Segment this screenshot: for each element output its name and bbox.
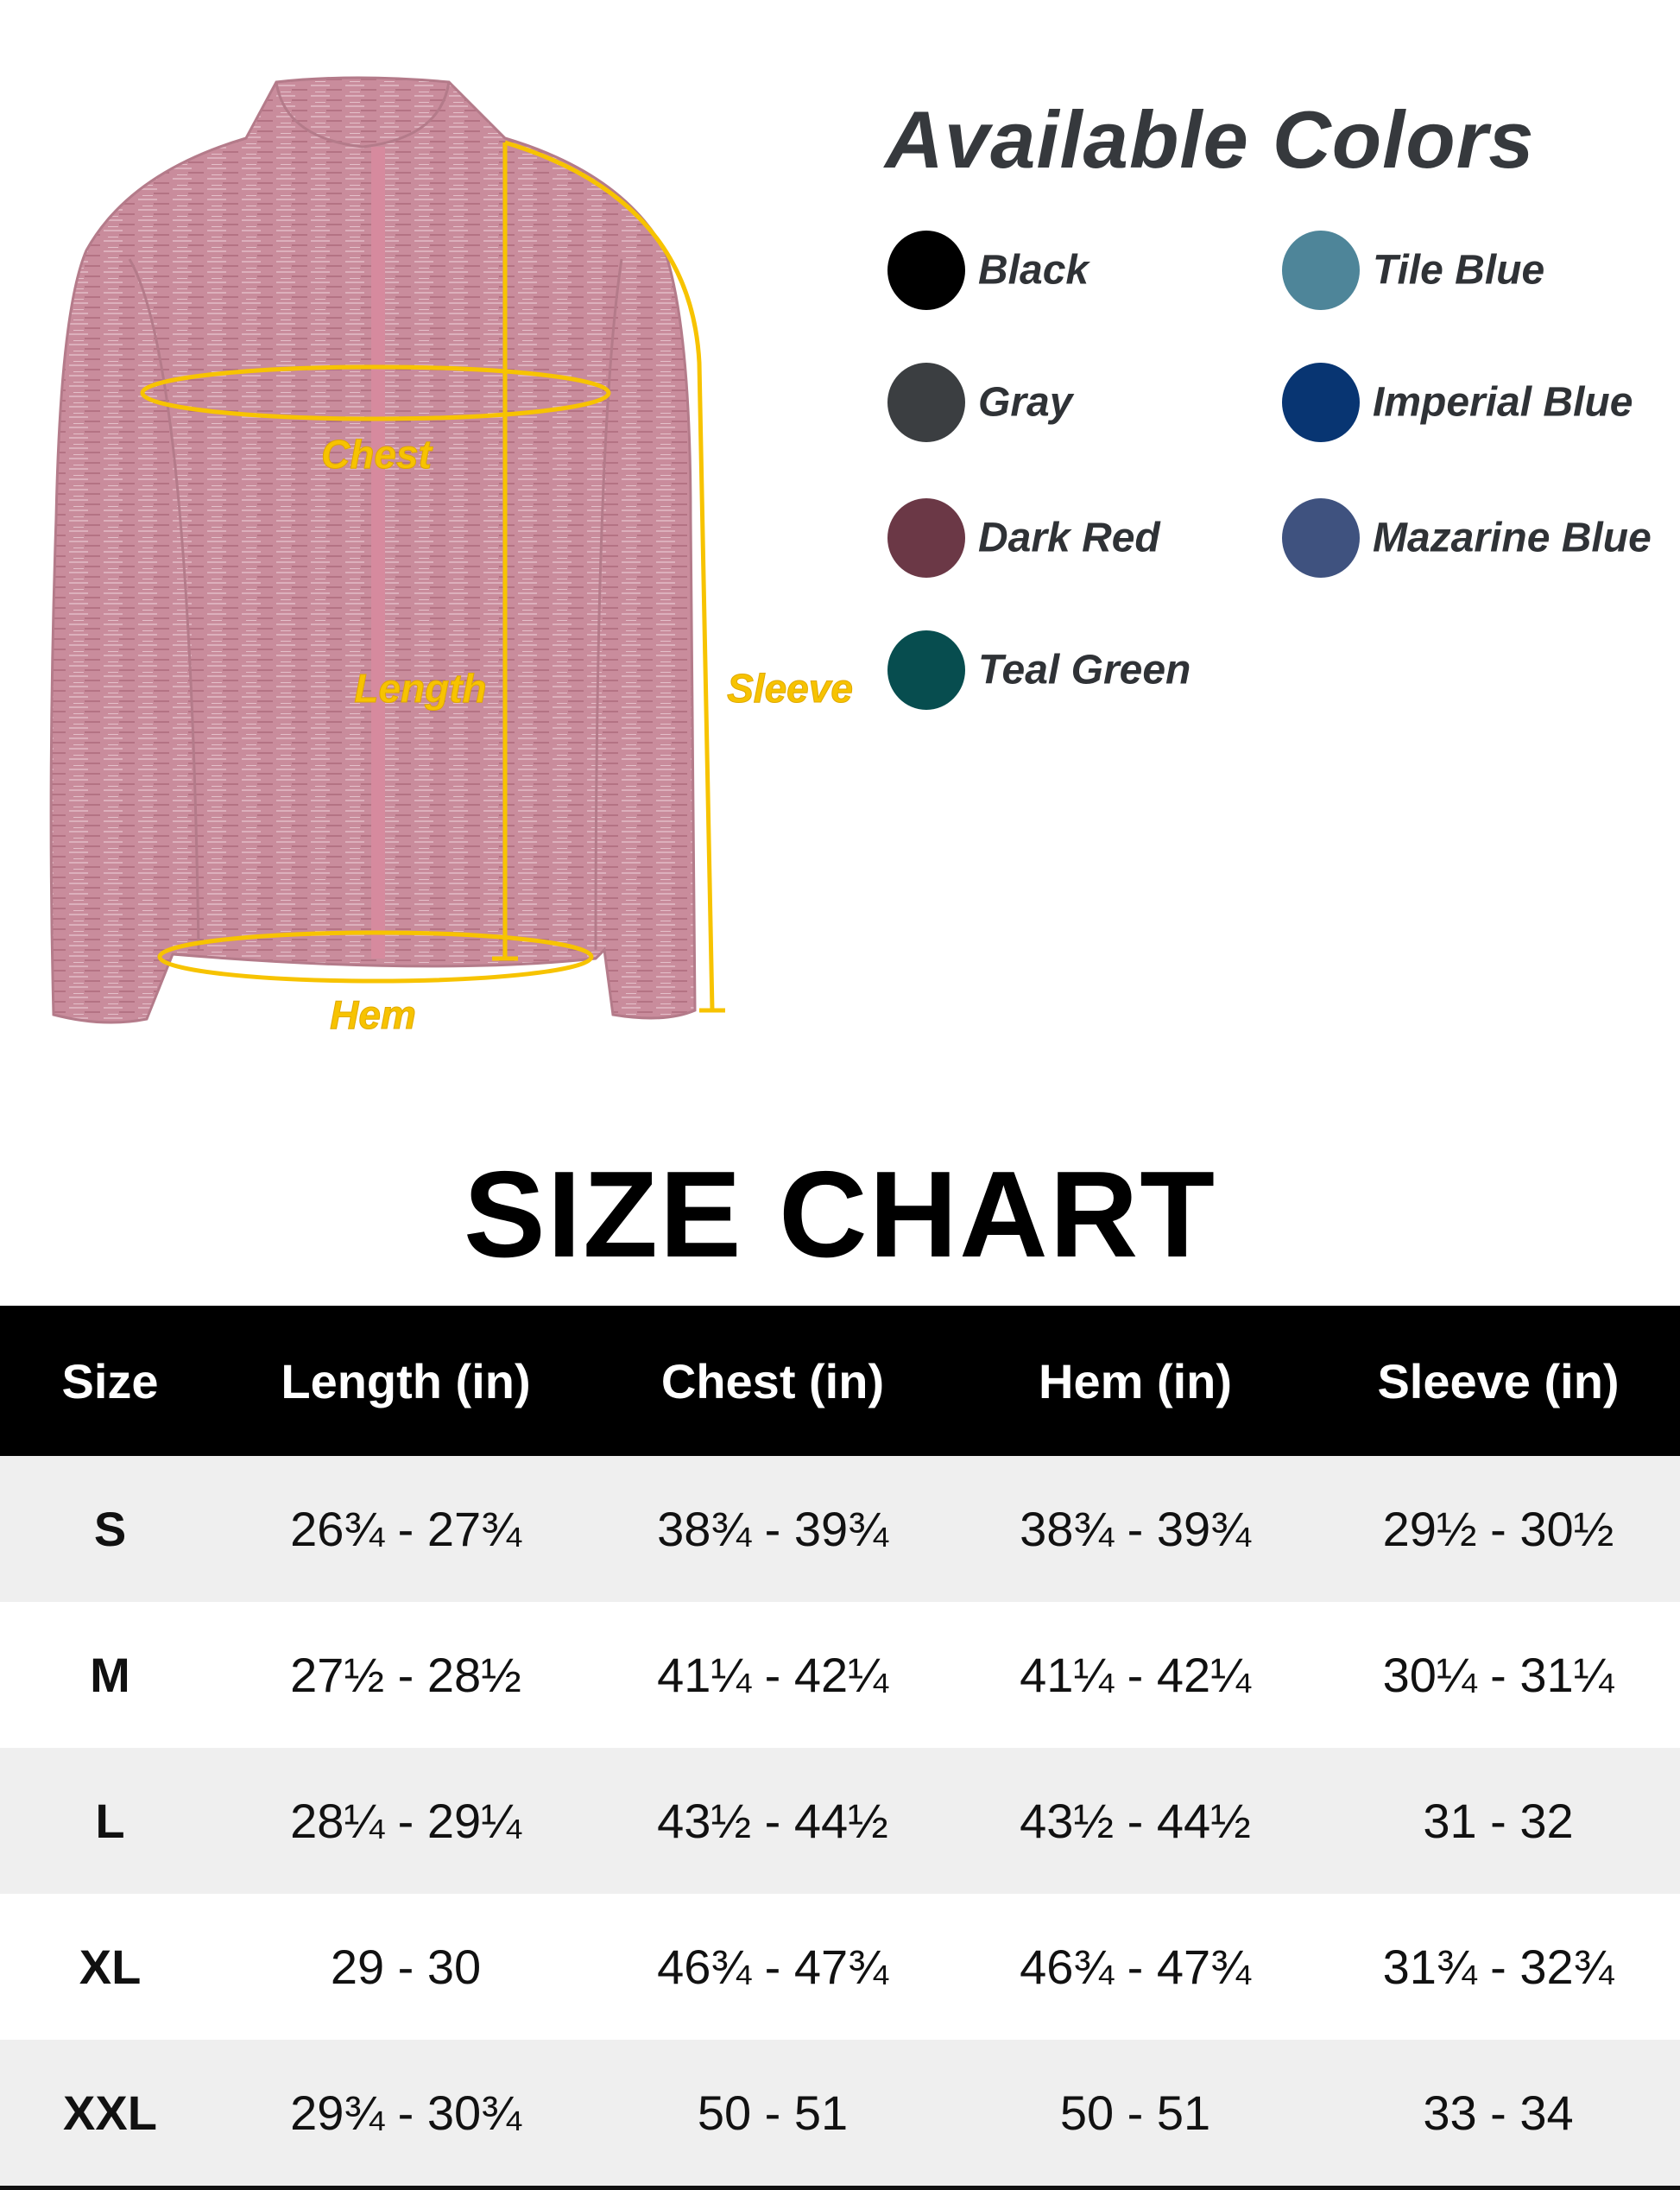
jacket-body xyxy=(49,76,697,1024)
column-header: Size xyxy=(0,1306,220,1456)
sleeve-line xyxy=(504,140,715,1011)
color-swatch xyxy=(887,231,965,310)
table-row: S 26¾ - 27¾ 38¾ - 39¾ 38¾ - 39¾ 29½ - 30½ xyxy=(0,1456,1680,1602)
column-header: Hem (in) xyxy=(954,1306,1317,1456)
measurement-cell: 30¼ - 31¼ xyxy=(1317,1602,1680,1748)
color-swatch xyxy=(887,630,965,710)
jacket-measurement-diagram xyxy=(49,76,725,1024)
measurement-cell: 43½ - 44½ xyxy=(954,1748,1317,1894)
color-name: Gray xyxy=(978,379,1073,426)
measurement-cell: 28¼ - 29¼ xyxy=(220,1748,591,1894)
measurement-cell: 29¾ - 30¾ xyxy=(220,2040,591,2188)
color-swatch xyxy=(1282,231,1360,310)
color-swatch xyxy=(887,363,965,442)
size-chart-title: SIZE CHART xyxy=(464,1146,1216,1283)
length-label: Length xyxy=(354,666,487,712)
measurement-cell: 26¾ - 27¾ xyxy=(220,1456,591,1602)
table-row: L 28¼ - 29¼ 43½ - 44½ 43½ - 44½ 31 - 32 xyxy=(0,1748,1680,1894)
hem-label: Hem xyxy=(330,992,417,1038)
color-name: Mazarine Blue xyxy=(1373,515,1652,561)
table-row: XXL 29¾ - 30¾ 50 - 51 50 - 51 33 - 34 xyxy=(0,2040,1680,2188)
color-swatch xyxy=(1282,363,1360,442)
measurement-cell: 31 - 32 xyxy=(1317,1748,1680,1894)
measurement-cell: 43½ - 44½ xyxy=(591,1748,954,1894)
measurement-cell: 46¾ - 47¾ xyxy=(591,1894,954,2040)
measurement-cell: 29 - 30 xyxy=(220,1894,591,2040)
color-name: Tile Blue xyxy=(1373,247,1545,294)
measurement-cell: 29½ - 30½ xyxy=(1317,1456,1680,1602)
measurement-cell: 41¼ - 42¼ xyxy=(591,1602,954,1748)
measurement-cell: 46¾ - 47¾ xyxy=(954,1894,1317,2040)
color-name: Black xyxy=(978,247,1089,294)
measurement-cell: 31¾ - 32¾ xyxy=(1317,1894,1680,2040)
color-name: Imperial Blue xyxy=(1373,379,1633,426)
measurement-cell: 33 - 34 xyxy=(1317,2040,1680,2188)
measurement-cell: 27½ - 28½ xyxy=(220,1602,591,1748)
size-cell: XXL xyxy=(0,2040,220,2188)
size-cell: M xyxy=(0,1602,220,1748)
chest-label: Chest xyxy=(321,432,433,478)
column-header: Length (in) xyxy=(220,1306,591,1456)
sleeve-label: Sleeve xyxy=(727,666,854,712)
chest-line xyxy=(140,364,611,421)
zipper xyxy=(371,147,385,959)
color-name: Teal Green xyxy=(978,647,1191,693)
measurement-cell: 38¾ - 39¾ xyxy=(591,1456,954,1602)
measurement-cell: 41¼ - 42¼ xyxy=(954,1602,1317,1748)
hem-line xyxy=(157,930,594,984)
color-swatch xyxy=(887,498,965,578)
size-cell: L xyxy=(0,1748,220,1894)
size-cell: XL xyxy=(0,1894,220,2040)
measurement-cell: 50 - 51 xyxy=(591,2040,954,2188)
measurement-cell: 50 - 51 xyxy=(954,2040,1317,2188)
size-chart-table: Size Length (in) Chest (in) Hem (in) Sleeve … xyxy=(0,1306,1680,2190)
color-name: Dark Red xyxy=(978,515,1160,561)
size-cell: S xyxy=(0,1456,220,1602)
table-header-row: Size Length (in) Chest (in) Hem (in) Sleeve … xyxy=(0,1306,1680,1456)
column-header: Chest (in) xyxy=(591,1306,954,1456)
table-row: M 27½ - 28½ 41¼ - 42¼ 41¼ - 42¼ 30¼ - 31¼ xyxy=(0,1602,1680,1748)
table-row: XL 29 - 30 46¾ - 47¾ 46¾ - 47¾ 31¾ - 32¾ xyxy=(0,1894,1680,2040)
column-header: Sleeve (in) xyxy=(1317,1306,1680,1456)
available-colors-title: Available Colors xyxy=(885,94,1535,185)
color-swatch xyxy=(1282,498,1360,578)
measurement-lines xyxy=(140,140,725,1013)
measurement-cell: 38¾ - 39¾ xyxy=(954,1456,1317,1602)
